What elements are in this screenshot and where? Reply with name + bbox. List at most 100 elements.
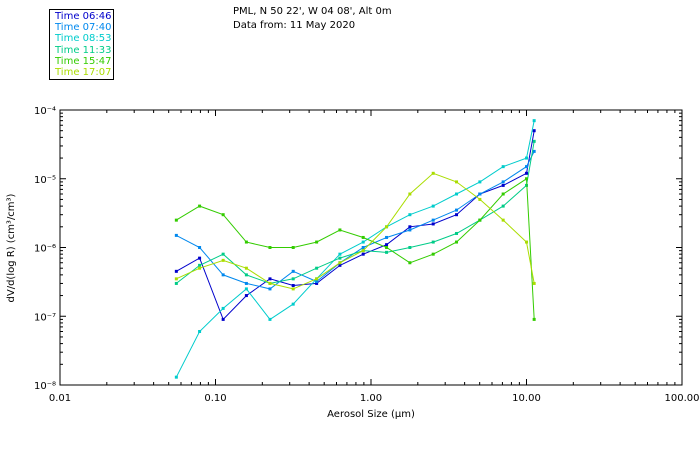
- data-point: [291, 269, 295, 273]
- data-point: [338, 261, 342, 265]
- series-line: [176, 172, 535, 290]
- data-point: [174, 277, 178, 281]
- data-point: [455, 192, 459, 196]
- x-axis-label: Aerosol Size (μm): [327, 409, 415, 420]
- data-point: [244, 294, 248, 298]
- data-point: [532, 149, 536, 153]
- data-point: [525, 240, 528, 244]
- data-point: [532, 119, 536, 123]
- legend-entry: Time 06:46: [55, 11, 112, 22]
- series-4: [174, 139, 536, 285]
- data-point: [315, 266, 319, 270]
- data-point: [198, 330, 202, 334]
- data-point: [501, 192, 505, 196]
- y-tick-label: 10⁻⁷: [34, 312, 56, 323]
- data-point: [291, 302, 295, 306]
- data-point: [525, 177, 528, 181]
- data-point: [385, 250, 389, 254]
- data-point: [268, 287, 272, 291]
- data-point: [501, 165, 505, 169]
- series-1: [174, 129, 536, 321]
- data-point: [455, 240, 459, 244]
- y-axis-label: dV/d(log R) (cm³/cm³): [6, 193, 17, 302]
- x-tick-label: 0.01: [49, 393, 71, 404]
- data-point: [198, 263, 202, 267]
- data-point: [291, 284, 295, 288]
- data-point: [315, 280, 319, 284]
- series-line: [176, 130, 535, 321]
- data-point: [431, 252, 435, 256]
- y-tick-label: 10⁻⁸: [34, 381, 56, 392]
- plot-frame: [59, 109, 683, 386]
- legend-entry: Time 07:40: [55, 22, 112, 34]
- data-point: [455, 180, 459, 184]
- data-point: [361, 246, 365, 249]
- data-point: [268, 317, 272, 321]
- data-point: [338, 252, 342, 256]
- data-point: [268, 281, 272, 285]
- data-point: [408, 261, 412, 265]
- data-point: [361, 249, 365, 253]
- data-point: [361, 235, 365, 239]
- data-point: [408, 246, 412, 249]
- data-point: [385, 243, 389, 247]
- series-2: [174, 149, 536, 291]
- data-point: [244, 273, 248, 277]
- data-point: [221, 273, 225, 277]
- data-point: [244, 266, 248, 270]
- series-5: [174, 177, 536, 321]
- series-line: [175, 141, 535, 284]
- data-point: [532, 317, 536, 321]
- legend-entry: Time 17:07: [55, 67, 112, 79]
- data-point: [478, 180, 482, 184]
- data-point: [174, 375, 178, 379]
- data-point: [532, 281, 536, 285]
- data-point: [532, 129, 536, 133]
- data-point: [501, 218, 505, 222]
- data-point: [315, 277, 319, 281]
- data-point: [174, 281, 178, 285]
- data-point: [244, 281, 248, 285]
- data-point: [525, 156, 528, 160]
- data-point: [174, 218, 178, 222]
- data-point: [221, 258, 225, 262]
- y-tick-label: 10⁻⁶: [34, 244, 56, 255]
- data-point: [291, 246, 295, 249]
- data-point: [361, 252, 365, 256]
- data-point: [244, 287, 248, 291]
- data-point: [455, 208, 459, 212]
- data-point: [221, 306, 225, 310]
- data-point: [268, 246, 272, 249]
- data-point: [525, 171, 528, 175]
- data-point: [525, 165, 528, 169]
- y-tick-label: 10⁻⁵: [34, 175, 56, 186]
- data-point: [455, 213, 459, 217]
- data-point: [478, 197, 482, 201]
- data-point: [408, 213, 412, 217]
- chart-header: PML, N 50 22', W 04 08', Alt 0m Data fro…: [233, 5, 392, 33]
- y-tick-label: 10⁻⁴: [34, 106, 56, 117]
- data-point: [268, 277, 272, 281]
- data-point: [478, 192, 482, 196]
- data-point: [198, 204, 202, 208]
- data-point: [501, 183, 505, 187]
- data-point: [385, 225, 389, 229]
- data-point: [501, 180, 505, 184]
- legend-entry: Time 15:47: [55, 55, 112, 67]
- x-tick-label: 1.00: [360, 393, 382, 404]
- series-6: [174, 171, 536, 291]
- data-point: [221, 317, 225, 321]
- data-point: [198, 246, 202, 249]
- data-point: [198, 256, 202, 260]
- data-point: [385, 246, 389, 249]
- x-tick-label: 100.00: [665, 393, 700, 404]
- data-point: [338, 256, 342, 260]
- data-point: [431, 171, 435, 175]
- data-point: [338, 263, 342, 267]
- legend-entry: Time 08:53: [55, 33, 112, 45]
- data-point: [221, 213, 225, 217]
- data-point: [455, 231, 459, 235]
- legend-entry: Time 11:33: [55, 44, 112, 56]
- legend: Time 06:46 Time 07:40 Time 08:53 Time 11:33…: [49, 9, 114, 80]
- data-point: [408, 192, 412, 196]
